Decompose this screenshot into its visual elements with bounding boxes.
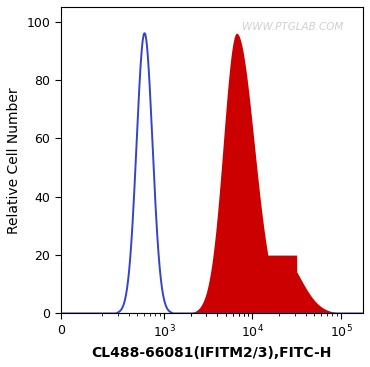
- Text: WWW.PTGLAB.COM: WWW.PTGLAB.COM: [242, 22, 343, 32]
- Y-axis label: Relative Cell Number: Relative Cell Number: [7, 87, 21, 233]
- X-axis label: CL488-66081(IFITM2/3),FITC-H: CL488-66081(IFITM2/3),FITC-H: [92, 346, 332, 360]
